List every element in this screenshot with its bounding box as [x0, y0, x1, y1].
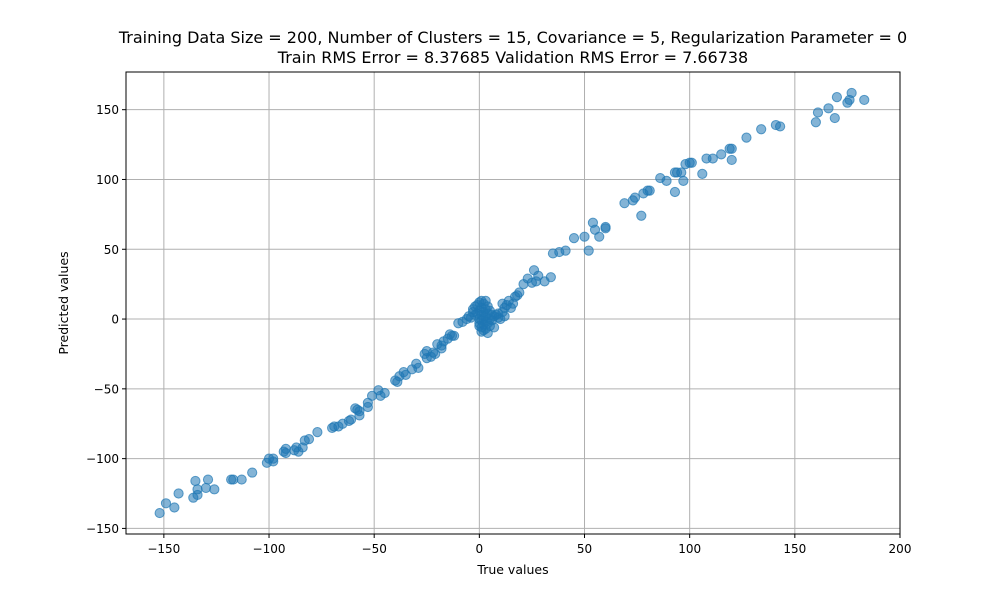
data-point: [280, 447, 291, 459]
data-point: [202, 474, 214, 485]
y-tick-label: 0: [111, 313, 119, 327]
data-point: [430, 348, 441, 360]
data-point: [209, 484, 220, 495]
data-point: [200, 482, 212, 494]
data-point: [190, 475, 201, 487]
x-axis-label: True values: [476, 562, 548, 577]
data-point: [514, 287, 525, 298]
data-point: [669, 186, 681, 198]
y-tick-label: 150: [96, 103, 119, 117]
data-point: [379, 387, 390, 399]
x-tick-label: 200: [889, 542, 912, 556]
data-point: [678, 175, 689, 186]
x-tick-label: −50: [362, 542, 387, 556]
data-point: [268, 456, 279, 467]
data-point: [173, 488, 184, 499]
data-point: [810, 117, 821, 128]
data-point: [160, 498, 172, 509]
grid: [126, 72, 901, 534]
data-point: [629, 192, 641, 203]
data-point: [488, 322, 500, 333]
y-tick-label: 100: [96, 173, 119, 187]
data-point: [756, 124, 767, 135]
data-point: [169, 502, 180, 513]
data-point: [568, 232, 580, 244]
x-tick-label: −150: [147, 542, 180, 556]
data-point: [812, 107, 824, 118]
y-tick-label: −50: [94, 382, 119, 396]
data-point: [449, 330, 460, 341]
data-point: [636, 210, 647, 221]
x-tick-label: 150: [783, 542, 806, 556]
data-point: [846, 87, 857, 99]
data-point: [247, 467, 258, 478]
data-point: [859, 94, 870, 106]
data-point: [560, 245, 571, 256]
data-point: [303, 433, 315, 445]
data-point: [499, 311, 510, 322]
y-tick-label: −100: [86, 452, 119, 466]
data-point: [354, 410, 365, 421]
data-point: [312, 427, 323, 438]
data-point: [345, 414, 357, 425]
data-point: [686, 157, 697, 168]
data-point: [583, 245, 594, 256]
data-point: [829, 112, 840, 124]
data-point: [362, 401, 373, 413]
data-point: [676, 167, 687, 178]
data-points: [154, 87, 870, 519]
data-point: [236, 474, 247, 485]
y-axis-label: Predicted values: [56, 251, 71, 354]
y-tick-label: −150: [86, 522, 119, 536]
x-tick-label: 0: [476, 542, 484, 556]
data-point: [228, 474, 239, 485]
chart-title-line-2: Train RMS Error = 8.37685 Validation RMS…: [277, 48, 748, 67]
x-tick-label: 100: [678, 542, 701, 556]
data-point: [619, 198, 630, 209]
y-tick-label: 50: [104, 243, 119, 257]
chart-title-line-1: Training Data Size = 200, Number of Clus…: [118, 28, 907, 47]
data-point: [594, 231, 605, 242]
data-point: [413, 362, 424, 374]
data-point: [726, 154, 737, 166]
x-tick-label: 50: [577, 542, 592, 556]
x-axis-ticks: −150 −100 −50 0 50 100 150 200: [147, 534, 911, 556]
data-point: [716, 149, 727, 160]
data-point: [579, 231, 590, 242]
data-point: [775, 121, 786, 132]
data-point: [697, 168, 708, 179]
data-point: [192, 484, 203, 495]
x-tick-label: −100: [253, 542, 286, 556]
data-point: [661, 175, 672, 186]
data-point: [823, 103, 834, 114]
data-point: [600, 223, 611, 234]
data-point: [545, 272, 556, 283]
plot-frame: [125, 71, 901, 535]
data-point: [707, 153, 718, 164]
data-point: [831, 92, 843, 103]
y-axis-ticks: −150 −100 −50 0 50 100 150: [86, 103, 126, 536]
data-point: [726, 143, 737, 154]
data-point: [741, 132, 752, 143]
data-point: [533, 270, 544, 281]
data-point: [154, 507, 165, 519]
data-point: [644, 185, 655, 196]
data-point: [400, 369, 411, 380]
